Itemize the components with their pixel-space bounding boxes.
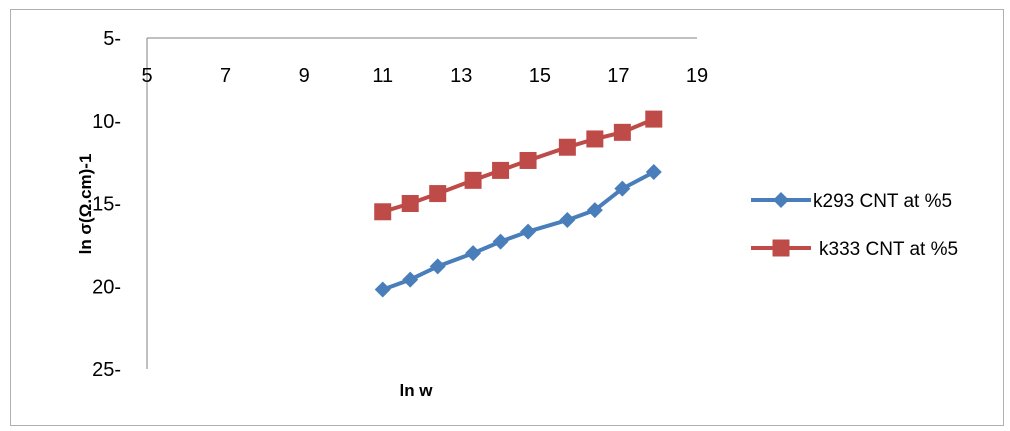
x-tick-label: 15 [529, 65, 551, 87]
series-1-point [402, 271, 419, 288]
series-2-line [382, 117, 655, 214]
x-tick-label: 17 [607, 65, 629, 87]
legend-label-1: k293 CNT at %5 [813, 191, 952, 212]
x-axis-title: ln w [399, 381, 433, 400]
legend: k293 CNT at %5 k333 CNT at %5 [751, 191, 958, 260]
series-2-point [374, 203, 392, 221]
tick-labels: 5 7 9 11 13 15 17 19 5- 10- 15- 20- 25- [92, 28, 708, 381]
series-2-point [558, 138, 576, 156]
series-2-point [613, 123, 631, 141]
series-1-point [374, 281, 391, 298]
chart-frame: 5 7 9 11 13 15 17 19 5- 10- 15- 20- 25- ln w ln σ(Ω.… [10, 9, 1004, 426]
series-2-point [401, 195, 419, 212]
chart-svg: 5 7 9 11 13 15 17 19 5- 10- 15- 20- 25- ln w ln σ(Ω.… [76, 28, 958, 400]
series-1-point [429, 258, 446, 275]
series-group [374, 110, 663, 298]
series-1-point [559, 212, 576, 229]
x-tick-label: 11 [372, 65, 393, 87]
legend-marker-2 [772, 239, 790, 257]
x-tick-label: 9 [299, 65, 310, 87]
series-1-point [492, 233, 509, 250]
series-1-point [614, 180, 631, 197]
legend-marker-1 [773, 192, 789, 208]
series-1-point [465, 245, 482, 262]
y-tick-label: 5- [103, 28, 121, 50]
y-tick-label: 25- [92, 359, 121, 381]
x-tick-label: 7 [220, 65, 231, 87]
x-tick-label: 13 [450, 65, 472, 87]
series-2-point [464, 171, 482, 189]
x-tick-label: 19 [686, 65, 708, 87]
series-2-point [429, 185, 447, 203]
x-tick-label: 5 [141, 65, 152, 87]
axes [146, 37, 697, 369]
series-2 [374, 110, 663, 221]
series-2-point [586, 130, 604, 148]
y-tick-label: 20- [92, 276, 121, 298]
y-tick-label: 15- [92, 194, 121, 216]
y-tick-label: 10- [92, 111, 121, 133]
series-1-point [586, 202, 603, 219]
series-2-point [492, 161, 510, 179]
series-1-line [382, 170, 655, 292]
series-2-point [519, 151, 537, 169]
y-axis-title: ln σ(Ω.cm)-1 [76, 154, 95, 255]
series-1-point [645, 164, 662, 181]
series-1-point [520, 223, 537, 240]
series-2-point [645, 110, 663, 128]
legend-label-2: k333 CNT at %5 [819, 239, 958, 260]
series-1 [374, 164, 662, 298]
